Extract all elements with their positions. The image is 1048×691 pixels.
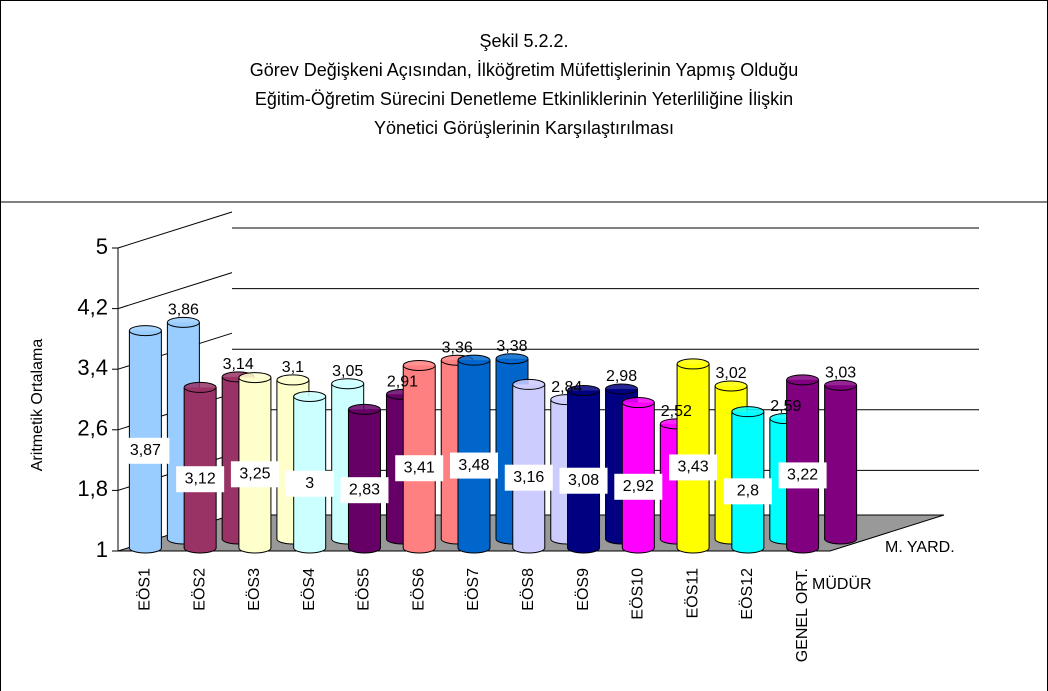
labels: 3,86 3,87 3,14 3,12 3,1 3,25 3,05 3 2,91 2,83 3,36… [121,302,856,505]
value-label-box [559,467,608,494]
y-tick-label: 1,8 [77,476,108,501]
chart-title: Şekil 5.2.2. [479,31,568,51]
value-label: 3,22 [787,467,818,484]
value-label: 3,1 [282,359,304,376]
value-label: 2,83 [349,481,380,498]
cylinder-top [495,353,529,365]
value-label: 2,59 [770,398,801,415]
y-tick-label: 4,2 [77,294,108,319]
legend-label: M. YARD. [885,539,955,556]
value-label: 3,05 [332,363,363,380]
x-tick-label: EÖS3 [245,568,263,611]
value-label: 3,87 [130,442,161,459]
cylinder-top [238,372,272,384]
chart-title: Görev Değişkeni Açısından, İlköğretim Mü… [250,60,799,80]
y-tick-label: 5 [96,234,108,259]
y-tick-label: 2,6 [77,416,108,441]
value-label: 3,41 [404,459,435,476]
value-label-box [395,455,444,482]
x-tick-label: EÖS12 [738,568,756,620]
value-label: 3,48 [458,457,489,474]
x-tick-label: EÖS11 [683,568,701,619]
value-label: 3,12 [185,470,216,487]
cylinder-top [567,384,601,396]
grid-line [117,272,233,310]
x-tick-label: EÖS5 [355,568,373,611]
cylinder-top [786,374,820,386]
value-label-box [285,470,334,497]
value-label: 3,08 [568,472,599,489]
cylinder-top [605,383,639,395]
cylinder-top [166,316,200,328]
value-label: 2,91 [387,374,418,391]
value-label: 3,43 [678,459,709,476]
y-axis-label: Aritmetik Ortalama [29,339,46,472]
value-label-box [340,477,389,504]
value-label: 3 [305,475,314,492]
chart-title: Yönetici Görüşlerinin Karşılaştırılması [374,118,674,138]
cylinder-top [347,403,381,415]
value-label-box [176,466,225,493]
value-label-box [614,473,663,500]
grid-line [117,211,233,249]
x-tick-label: EÖS10 [629,568,647,620]
cylinder-top [457,354,491,366]
x-tick-label: EÖS4 [300,568,318,611]
value-label-box [778,462,827,489]
y-tick-label: 1 [96,537,108,562]
cylinder-top [714,380,748,392]
value-label-box [504,464,553,491]
value-label: 3,03 [825,364,856,381]
x-tick-label: EÖS1 [136,568,154,611]
x-tick-label: EÖS2 [190,568,208,611]
cylinder-top [276,374,310,386]
value-label: 3,36 [442,339,473,356]
x-tick-label: EÖS9 [574,568,592,611]
cylinder-top [512,378,546,390]
cylinder-top [731,406,765,418]
cylinder-top [183,381,217,393]
cylinder-top [293,391,327,402]
value-label: 2,52 [661,403,692,420]
cylinder-top [128,325,162,337]
x-tick-label: EÖS8 [519,568,537,611]
value-label: 2,84 [551,379,582,396]
value-label: 3,02 [716,365,747,382]
value-label-box [723,478,772,505]
cylinder-top [621,397,655,409]
value-label: 3,38 [496,338,527,355]
value-label-box [669,454,718,481]
x-tick-label: EÖS7 [464,568,482,611]
value-label: 3,86 [168,302,199,319]
cylinder-top [331,378,365,390]
bar [824,385,857,539]
value-label: 3,16 [513,469,544,486]
chart-title: Eğitim-Öğretim Sürecini Denetleme Etkinl… [255,89,793,109]
x-tick-label: GENEL ORT. [794,568,811,662]
value-label-box [230,461,279,488]
x-tick-label: EÖS6 [409,568,427,611]
cylinder-top [402,359,436,371]
cylinder-top [824,379,858,391]
value-label: 2,92 [623,478,654,495]
cylinder-top [676,358,710,370]
value-label: 2,98 [606,368,637,385]
value-label: 3,25 [239,466,270,483]
legend-label: MÜDÜR [812,575,872,593]
value-label-box [121,437,170,464]
value-label-box [450,452,498,479]
value-label: 3,14 [223,356,254,373]
y-tick-label: 3,4 [77,355,108,380]
value-label: 2,8 [737,483,759,500]
